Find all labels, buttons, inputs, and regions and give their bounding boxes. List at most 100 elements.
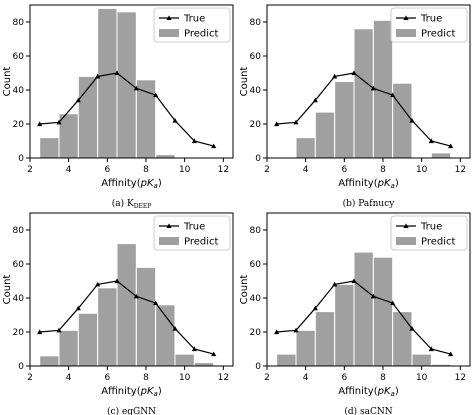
- panel-caption: (c) egGNN: [107, 406, 156, 415]
- histogram-bar: [77, 312, 99, 367]
- y-tick-label: 0: [18, 154, 24, 164]
- true-point-marker: [448, 351, 454, 357]
- y-tick-label: 0: [255, 154, 261, 164]
- true-point-marker: [390, 300, 396, 306]
- y-axis-label: Count: [239, 67, 250, 97]
- histogram-bar: [392, 311, 413, 367]
- y-tick-label: 40: [250, 86, 262, 96]
- legend-bar-swatch: [159, 29, 179, 37]
- x-tick-label: 2: [27, 165, 33, 175]
- histogram-bar: [392, 82, 413, 159]
- true-point-marker: [172, 326, 178, 331]
- legend: True Predict: [153, 7, 231, 43]
- true-point-marker: [172, 118, 178, 123]
- y-tick-label: 60: [250, 52, 262, 62]
- panel-caption-text: (a) K: [112, 198, 134, 209]
- x-tick-label: 8: [380, 373, 386, 383]
- x-axis-label-subscript: a: [391, 390, 395, 398]
- x-tick-label: 6: [341, 165, 347, 175]
- histogram-bar: [334, 283, 355, 367]
- x-axis-label-subscript: a: [154, 390, 158, 398]
- x-tick-label: 12: [455, 373, 466, 383]
- legend-marker-swatch: [403, 223, 409, 228]
- histogram-bar: [39, 355, 60, 367]
- x-axis-label-italic: pK: [140, 178, 155, 189]
- axes-frame: [29, 4, 234, 159]
- y-tick-label: 60: [13, 52, 25, 62]
- legend: True Predict: [390, 215, 468, 251]
- x-tick-label: 2: [27, 373, 33, 383]
- true-point-marker: [56, 119, 62, 125]
- x-axis-label-prefix: Affinity(: [338, 178, 377, 189]
- x-tick-label: 8: [380, 165, 386, 175]
- x-tick-label: 6: [104, 165, 110, 175]
- true-point-marker: [448, 143, 454, 149]
- true-point-marker: [56, 327, 62, 333]
- histogram-bar: [314, 111, 336, 159]
- true-point-marker: [75, 97, 81, 103]
- x-tick-label: 12: [218, 373, 229, 383]
- histogram-bar: [97, 7, 118, 159]
- x-axis-label-italic: pK: [377, 178, 392, 189]
- true-point-marker: [332, 281, 338, 287]
- y-tick-label: 80: [13, 226, 25, 236]
- y-tick-label: 60: [250, 260, 262, 270]
- histogram-bar: [135, 266, 157, 367]
- true-point-marker: [370, 85, 376, 91]
- true-point-marker: [211, 143, 217, 149]
- y-tick-label: 20: [13, 328, 25, 338]
- true-point-marker: [95, 73, 101, 79]
- true-point-marker: [409, 326, 415, 331]
- y-tick-label: 80: [250, 226, 262, 236]
- x-tick-label: 10: [179, 373, 191, 383]
- x-axis-label: Affinity(pKa): [338, 386, 399, 398]
- x-tick-label: 10: [416, 165, 428, 175]
- x-tick-label: 8: [143, 165, 149, 175]
- histogram-bar: [314, 311, 336, 367]
- true-point-marker: [351, 70, 357, 76]
- legend-label-predict: Predict: [421, 237, 456, 248]
- histogram-bar: [155, 154, 176, 159]
- legend-label-predict: Predict: [184, 29, 219, 40]
- x-tick-label: 4: [66, 165, 72, 175]
- true-point-marker: [133, 85, 139, 91]
- true-series-line: [276, 280, 451, 355]
- legend-marker-swatch: [166, 223, 172, 228]
- histogram-bar: [295, 329, 316, 367]
- true-series-line: [39, 72, 214, 147]
- x-tick-label: 4: [303, 165, 309, 175]
- histogram-bar: [430, 152, 452, 159]
- histogram-bar: [116, 11, 137, 159]
- x-axis-label-prefix: Affinity(: [101, 386, 140, 397]
- x-axis-label-prefix: Affinity(: [101, 178, 140, 189]
- y-tick-label: 40: [13, 294, 25, 304]
- histogram-bar: [58, 113, 79, 159]
- x-axis-label-subscript: a: [154, 182, 158, 190]
- y-tick-label: 80: [250, 18, 262, 28]
- legend-marker-swatch: [166, 15, 172, 20]
- true-point-marker: [428, 346, 434, 352]
- x-axis-label: Affinity(pKa): [338, 178, 399, 190]
- histogram-bar: [58, 329, 79, 367]
- histogram-bar: [276, 353, 297, 367]
- true-point-marker: [312, 305, 318, 311]
- true-point-marker: [293, 327, 299, 333]
- histogram-bar: [353, 251, 374, 367]
- y-axis-label: Count: [2, 67, 13, 97]
- legend-bar-swatch: [396, 29, 416, 37]
- true-point-marker: [37, 329, 43, 335]
- true-point-marker: [370, 293, 376, 299]
- x-axis-label-italic: pK: [140, 386, 155, 397]
- panel-caption-text: (c) egGNN: [107, 406, 156, 415]
- chart-panel: 2 4 6 8 10 12 0 20 40 60 80 Count Affinity(pKa) True P…: [239, 212, 471, 415]
- legend-label-predict: Predict: [421, 29, 456, 40]
- true-point-marker: [211, 351, 217, 357]
- true-point-marker: [312, 97, 318, 103]
- x-axis-label-suffix: ): [158, 386, 162, 397]
- true-point-marker: [390, 92, 396, 98]
- legend: True Predict: [153, 215, 231, 251]
- axes-frame: [266, 212, 471, 367]
- panel-caption-text: (b) Pafnucy: [343, 198, 396, 209]
- legend-label-true: True: [183, 222, 205, 233]
- histogram-bar: [411, 353, 432, 367]
